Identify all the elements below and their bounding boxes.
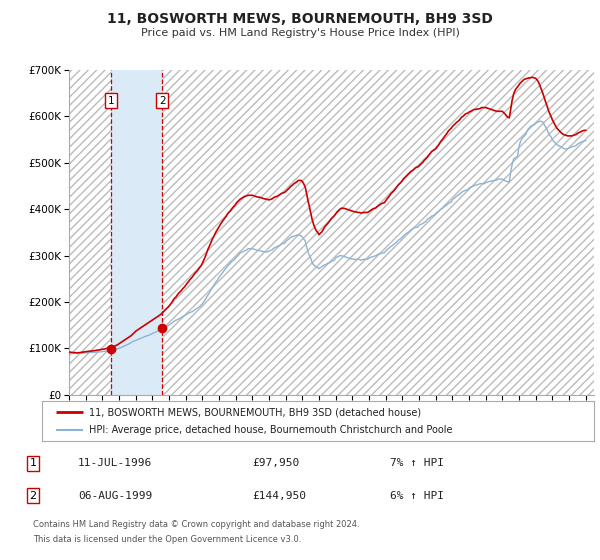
Text: 6% ↑ HPI: 6% ↑ HPI — [390, 491, 444, 501]
Bar — [69, 70, 111, 395]
Text: HPI: Average price, detached house, Bournemouth Christchurch and Poole: HPI: Average price, detached house, Bour… — [89, 425, 452, 435]
Bar — [111, 70, 162, 395]
Text: 11-JUL-1996: 11-JUL-1996 — [78, 458, 152, 468]
Text: 06-AUG-1999: 06-AUG-1999 — [78, 491, 152, 501]
Text: £144,950: £144,950 — [252, 491, 306, 501]
Text: 2: 2 — [159, 96, 166, 106]
Text: Price paid vs. HM Land Registry's House Price Index (HPI): Price paid vs. HM Land Registry's House … — [140, 28, 460, 38]
Text: 1: 1 — [108, 96, 115, 106]
Text: Contains HM Land Registry data © Crown copyright and database right 2024.: Contains HM Land Registry data © Crown c… — [33, 520, 359, 529]
Text: This data is licensed under the Open Government Licence v3.0.: This data is licensed under the Open Gov… — [33, 535, 301, 544]
Text: 1: 1 — [29, 458, 37, 468]
Text: 11, BOSWORTH MEWS, BOURNEMOUTH, BH9 3SD (detached house): 11, BOSWORTH MEWS, BOURNEMOUTH, BH9 3SD … — [89, 407, 421, 417]
Bar — [162, 70, 594, 395]
Text: 11, BOSWORTH MEWS, BOURNEMOUTH, BH9 3SD: 11, BOSWORTH MEWS, BOURNEMOUTH, BH9 3SD — [107, 12, 493, 26]
Text: £97,950: £97,950 — [252, 458, 299, 468]
Text: 2: 2 — [29, 491, 37, 501]
Text: 7% ↑ HPI: 7% ↑ HPI — [390, 458, 444, 468]
